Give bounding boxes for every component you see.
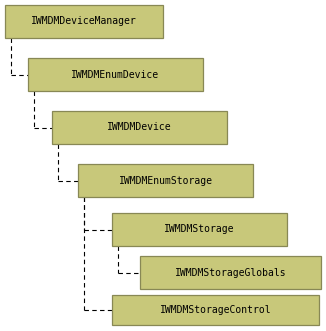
FancyBboxPatch shape: [78, 164, 253, 197]
FancyBboxPatch shape: [5, 5, 163, 38]
Text: IWMDMStorage: IWMDMStorage: [164, 224, 235, 234]
FancyBboxPatch shape: [52, 111, 227, 144]
Text: IWMDMEnumDevice: IWMDMEnumDevice: [71, 70, 159, 79]
Text: IWMDMDeviceManager: IWMDMDeviceManager: [31, 17, 137, 26]
FancyBboxPatch shape: [112, 295, 319, 325]
Text: IWMDMStorageGlobals: IWMDMStorageGlobals: [175, 267, 286, 277]
Text: IWMDMStorageControl: IWMDMStorageControl: [160, 305, 271, 315]
FancyBboxPatch shape: [140, 256, 321, 289]
FancyBboxPatch shape: [112, 213, 287, 246]
Text: IWMDMDevice: IWMDMDevice: [107, 122, 172, 132]
Text: IWMDMEnumStorage: IWMDMEnumStorage: [118, 175, 213, 185]
FancyBboxPatch shape: [28, 58, 203, 91]
